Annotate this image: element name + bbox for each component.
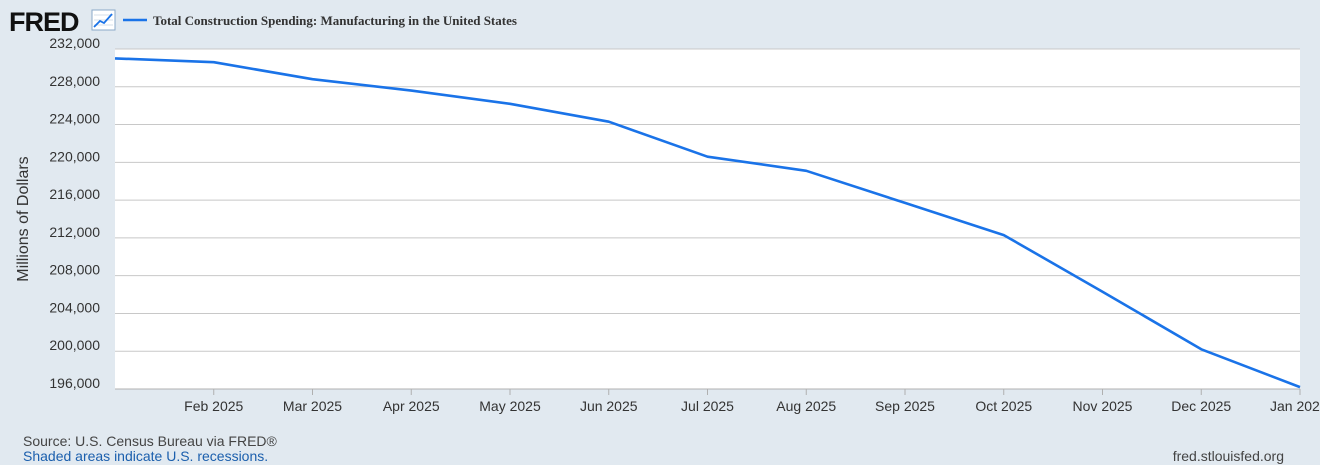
y-tick-label: 200,000	[49, 337, 100, 353]
x-axis: Feb 2025 Mar 2025 Apr 2025 May 2025 Jun 2025…	[184, 389, 1320, 414]
x-tick-label: Oct 2025	[975, 398, 1032, 414]
y-tick-label: 204,000	[49, 299, 100, 315]
plot-area	[115, 49, 1300, 389]
x-tick-label: Jul 2025	[681, 398, 734, 414]
x-tick-label: Nov 2025	[1073, 398, 1133, 414]
x-tick-label: Jun 2025	[580, 398, 638, 414]
series-points	[114, 58, 1301, 388]
legend-label: Total Construction Spending: Manufacturi…	[153, 13, 517, 28]
y-tick-label: 216,000	[49, 186, 100, 202]
x-tick-label: Sep 2025	[875, 398, 935, 414]
x-tick-label: Apr 2025	[383, 398, 440, 414]
source-text: Source: U.S. Census Bureau via FRED®	[23, 433, 277, 449]
y-axis-label: Millions of Dollars	[15, 156, 32, 281]
y-tick-label: 212,000	[49, 224, 100, 240]
x-tick-label: Jan 202	[1270, 398, 1320, 414]
x-tick-label: Aug 2025	[776, 398, 836, 414]
x-tick-label: May 2025	[479, 398, 541, 414]
y-tick-label: 208,000	[49, 262, 100, 278]
chart-trend-icon	[91, 9, 116, 31]
y-tick-label: 220,000	[49, 148, 100, 164]
x-tick-label: Dec 2025	[1171, 398, 1231, 414]
fred-logo[interactable]: FRED	[9, 7, 80, 37]
x-tick-label: Feb 2025	[184, 398, 243, 414]
y-tick-label: 196,000	[49, 375, 100, 391]
y-tick-label: 232,000	[49, 35, 100, 51]
y-axis: 196,000 200,000 204,000 208,000 212,000 216,0…	[49, 35, 100, 391]
x-tick-label: Mar 2025	[283, 398, 342, 414]
fred-url[interactable]: fred.stlouisfed.org	[1172, 448, 1284, 464]
y-tick-label: 224,000	[49, 111, 100, 127]
y-tick-label: 228,000	[49, 73, 100, 89]
recession-note-link[interactable]: Shaded areas indicate U.S. recessions.	[23, 448, 269, 464]
grid-lines	[115, 48, 1300, 352]
